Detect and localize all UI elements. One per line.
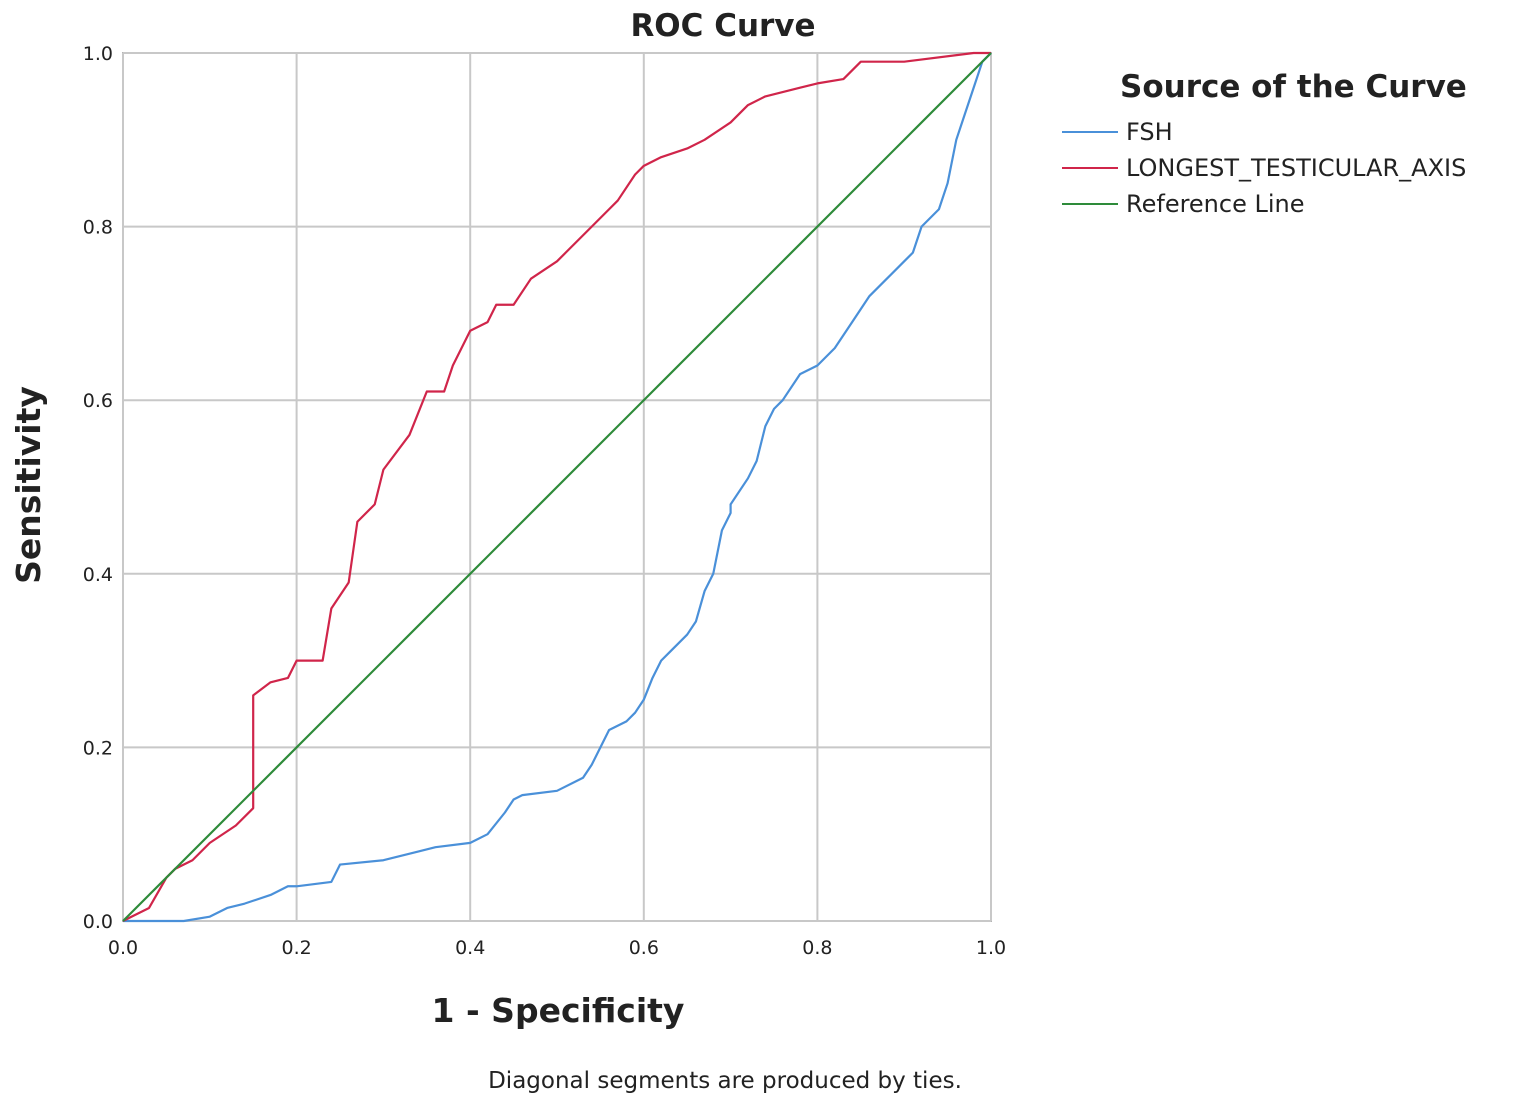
y-tick-labels: 0.0 0.2 0.4 0.6 0.8 1.0 xyxy=(83,43,113,933)
x-tick-label: 0.8 xyxy=(802,937,832,959)
legend-title: Source of the Curve xyxy=(1120,69,1467,105)
legend-label-fsh: FSH xyxy=(1126,118,1173,146)
series-group xyxy=(122,51,992,923)
legend-label-reference-line: Reference Line xyxy=(1126,190,1305,218)
y-tick-label: 0.2 xyxy=(83,737,113,759)
y-tick-label: 0.4 xyxy=(83,564,113,586)
x-tick-label: 0.2 xyxy=(281,937,311,959)
series-line-longest-testicular-axis xyxy=(122,51,991,922)
x-tick-label: 0.4 xyxy=(455,937,485,959)
series-line-reference-line xyxy=(122,52,992,922)
gridlines xyxy=(122,52,992,922)
x-tick-labels: 0.0 0.2 0.4 0.6 0.8 1.0 xyxy=(108,937,1006,959)
y-tick-label: 0.0 xyxy=(83,911,113,933)
x-tick-label: 1.0 xyxy=(976,937,1006,959)
legend-label-longest-testicular-axis: LONGEST_TESTICULAR_AXIS xyxy=(1126,154,1466,182)
x-tick-label: 0.0 xyxy=(108,937,138,959)
y-tick-label: 0.8 xyxy=(83,217,113,239)
y-axis-title: Sensitivity xyxy=(9,386,48,584)
y-tick-label: 1.0 xyxy=(83,43,113,65)
x-axis-title: 1 - Specificity xyxy=(432,991,685,1030)
chart-title: ROC Curve xyxy=(630,8,815,44)
x-tick-label: 0.6 xyxy=(629,937,659,959)
legend: FSH LONGEST_TESTICULAR_AXIS Reference Line xyxy=(1062,118,1466,218)
footnote: Diagonal segments are produced by ties. xyxy=(488,1068,962,1094)
series-line-fsh xyxy=(123,52,992,923)
y-tick-label: 0.6 xyxy=(83,390,113,412)
